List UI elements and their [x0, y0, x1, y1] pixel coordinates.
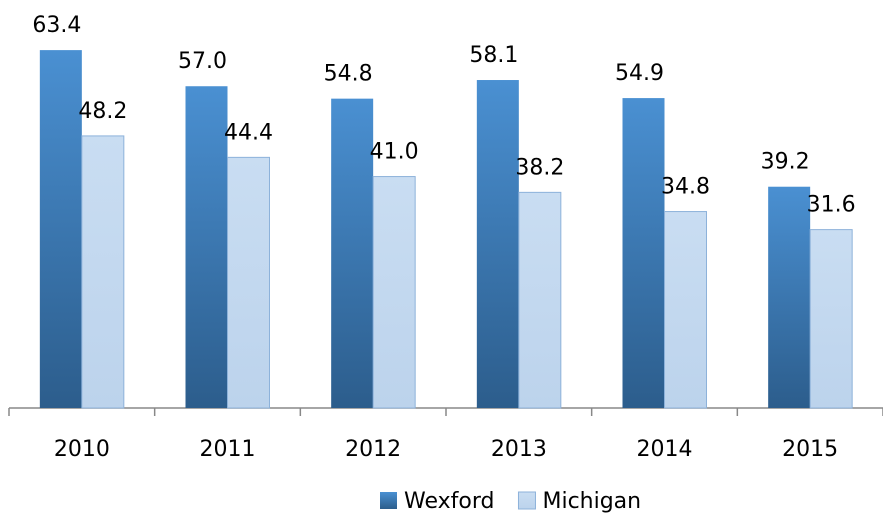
x-tick-label: 2010 [54, 437, 110, 462]
legend-swatch [380, 492, 397, 509]
bar [331, 98, 374, 409]
bar [372, 176, 416, 409]
bar [768, 186, 811, 408]
bar [664, 211, 707, 409]
value-label: 39.2 [761, 150, 810, 175]
value-label: 63.4 [32, 13, 81, 38]
value-label: 58.1 [469, 43, 518, 68]
x-tick-label: 2013 [491, 437, 547, 462]
bar [809, 229, 853, 409]
x-tick-label: 2014 [637, 437, 693, 462]
bar [518, 191, 562, 409]
value-label: 31.6 [807, 193, 856, 218]
legend-swatch [517, 491, 536, 510]
bar [81, 135, 125, 409]
x-tick-label: 2012 [345, 437, 401, 462]
bar [227, 156, 270, 409]
bar [476, 80, 519, 408]
bar [185, 86, 228, 409]
value-label: 54.9 [615, 61, 664, 86]
legend-label: Wexford [404, 489, 494, 514]
value-label: 34.8 [661, 175, 710, 200]
value-label: 48.2 [78, 99, 127, 124]
x-tick-label: 2011 [200, 437, 256, 462]
value-label: 41.0 [370, 140, 419, 165]
value-label: 57.0 [178, 49, 227, 74]
bar [622, 98, 665, 408]
bar [39, 50, 82, 409]
value-label: 54.8 [324, 62, 373, 87]
value-label: 44.4 [224, 120, 273, 145]
x-tick-label: 2015 [782, 437, 838, 462]
legend-label: Michigan [542, 489, 641, 514]
value-label: 38.2 [515, 155, 564, 180]
